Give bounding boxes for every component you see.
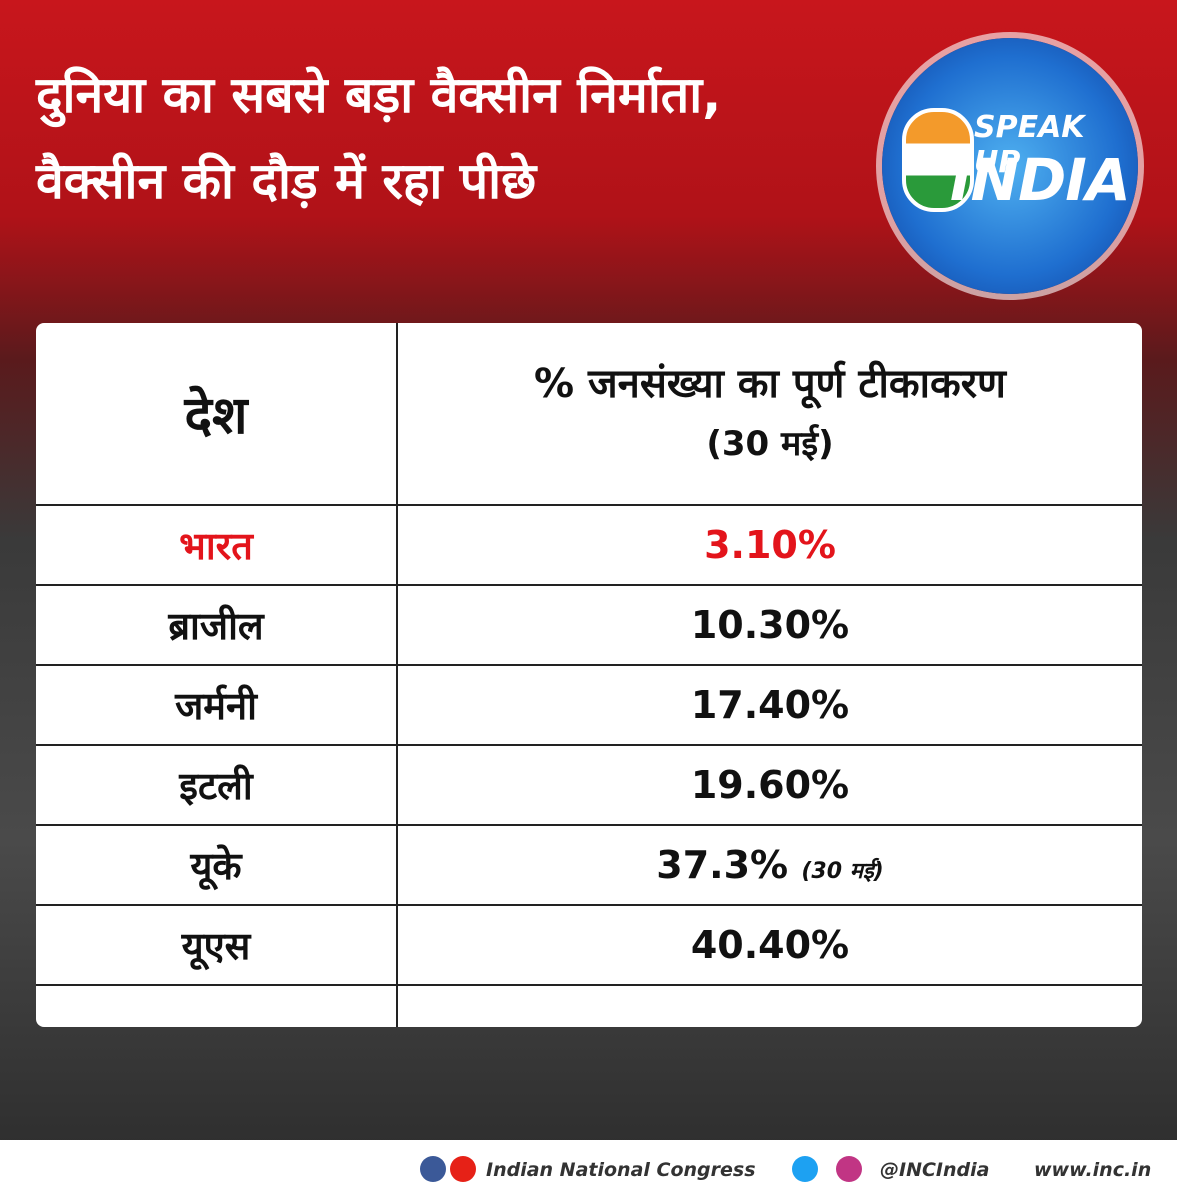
title: दुनिया का सबसे बड़ा वैक्सीन निर्माता, वै… — [36, 52, 721, 224]
footer: Indian National Congress @INCIndia www.i… — [0, 1140, 1177, 1200]
value: 19.60% — [690, 763, 850, 807]
value-cell: 19.60% — [396, 744, 1142, 826]
data-row: ब्राजील 10.30% — [36, 584, 1142, 666]
facebook-icon — [420, 1156, 446, 1182]
youtube-icon — [450, 1156, 476, 1182]
header-row: देश % जनसंख्या का पूर्ण टीकाकरण (30 मई) — [36, 323, 1142, 505]
empty-cell — [396, 984, 1142, 1027]
value-cell: 10.30% — [396, 584, 1142, 666]
title-line: वैक्सीन की दौड़ में रहा पीछे — [36, 152, 537, 210]
data-row: इटली 19.60% — [36, 744, 1142, 826]
logo-text: INDIA — [950, 146, 1131, 214]
logo-text: SPEAK UP — [974, 110, 1085, 180]
data-row: भारत 3.10% — [36, 504, 1142, 586]
empty-row — [36, 984, 1142, 1027]
header-cell: देश — [36, 323, 398, 505]
mic-icon — [902, 108, 974, 212]
empty-cell — [36, 984, 398, 1027]
org-name: Indian National Congress — [486, 1159, 756, 1181]
country-cell: इटली — [36, 744, 398, 826]
country-cell: यूएस — [36, 904, 398, 986]
value-cell: 40.40% — [396, 904, 1142, 986]
country-cell: ब्राजील — [36, 584, 398, 666]
country-cell: जर्मनी — [36, 664, 398, 746]
value: 3.10% — [704, 523, 836, 567]
value-cell: 37.3% (30 मई) — [396, 824, 1142, 906]
country-cell: यूके — [36, 824, 398, 906]
header-text: % जनसंख्या का पूर्ण टीकाकरण — [534, 360, 1006, 407]
value: 37.3% — [656, 843, 789, 887]
value: 17.40% — [690, 683, 850, 727]
handle: @INCIndia — [880, 1159, 990, 1181]
value-cell: 17.40% — [396, 664, 1142, 746]
value-cell: 3.10% — [396, 504, 1142, 586]
table: देश % जनसंख्या का पूर्ण टीकाकरण (30 मई) … — [36, 323, 1142, 1027]
data-row: जर्मनी 17.40% — [36, 664, 1142, 746]
instagram-icon — [836, 1156, 862, 1182]
header-note: (30 मई) — [706, 423, 834, 464]
twitter-icon — [792, 1156, 818, 1182]
value-note: (30 मई) — [801, 859, 884, 884]
data-row: यूके 37.3% (30 मई) — [36, 824, 1142, 906]
header-cell: % जनसंख्या का पूर्ण टीकाकरण (30 मई) — [396, 323, 1142, 505]
website: www.inc.in — [1034, 1159, 1152, 1181]
country-cell: भारत — [36, 504, 398, 586]
data-row: यूएस 40.40% — [36, 904, 1142, 986]
value: 40.40% — [690, 923, 850, 967]
value: 10.30% — [690, 603, 850, 647]
title-line: दुनिया का सबसे बड़ा वैक्सीन निर्माता, — [36, 66, 722, 124]
logo: SPEAK UP INDIA — [882, 38, 1138, 294]
